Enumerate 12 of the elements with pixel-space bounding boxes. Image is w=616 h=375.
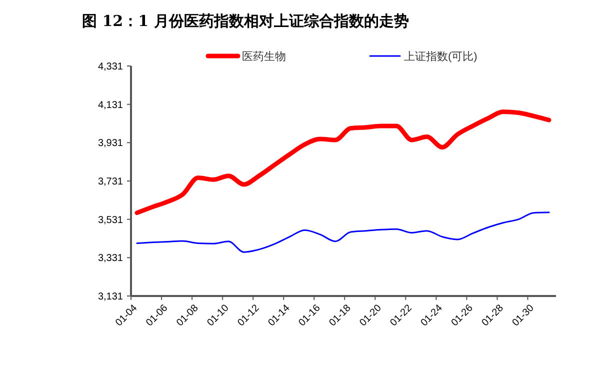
y-tick-label: 3,531 [98,214,124,226]
y-tick-label: 3,731 [98,176,124,188]
y-tick-label: 3,331 [98,253,124,264]
legend-label: 上证指数(可比) [404,50,478,63]
y-tick-label: 3,131 [98,292,124,302]
y-tick-label: 4,331 [98,62,124,72]
y-tick-label: 3,931 [98,138,124,150]
line-series [136,212,550,253]
line-series [134,110,552,216]
chart-title: 图 12：1 月份医药指数相对上证综合指数的走势 [82,12,409,30]
y-tick-label: 4,131 [98,100,124,111]
legend-label: 医药生物 [242,50,286,63]
